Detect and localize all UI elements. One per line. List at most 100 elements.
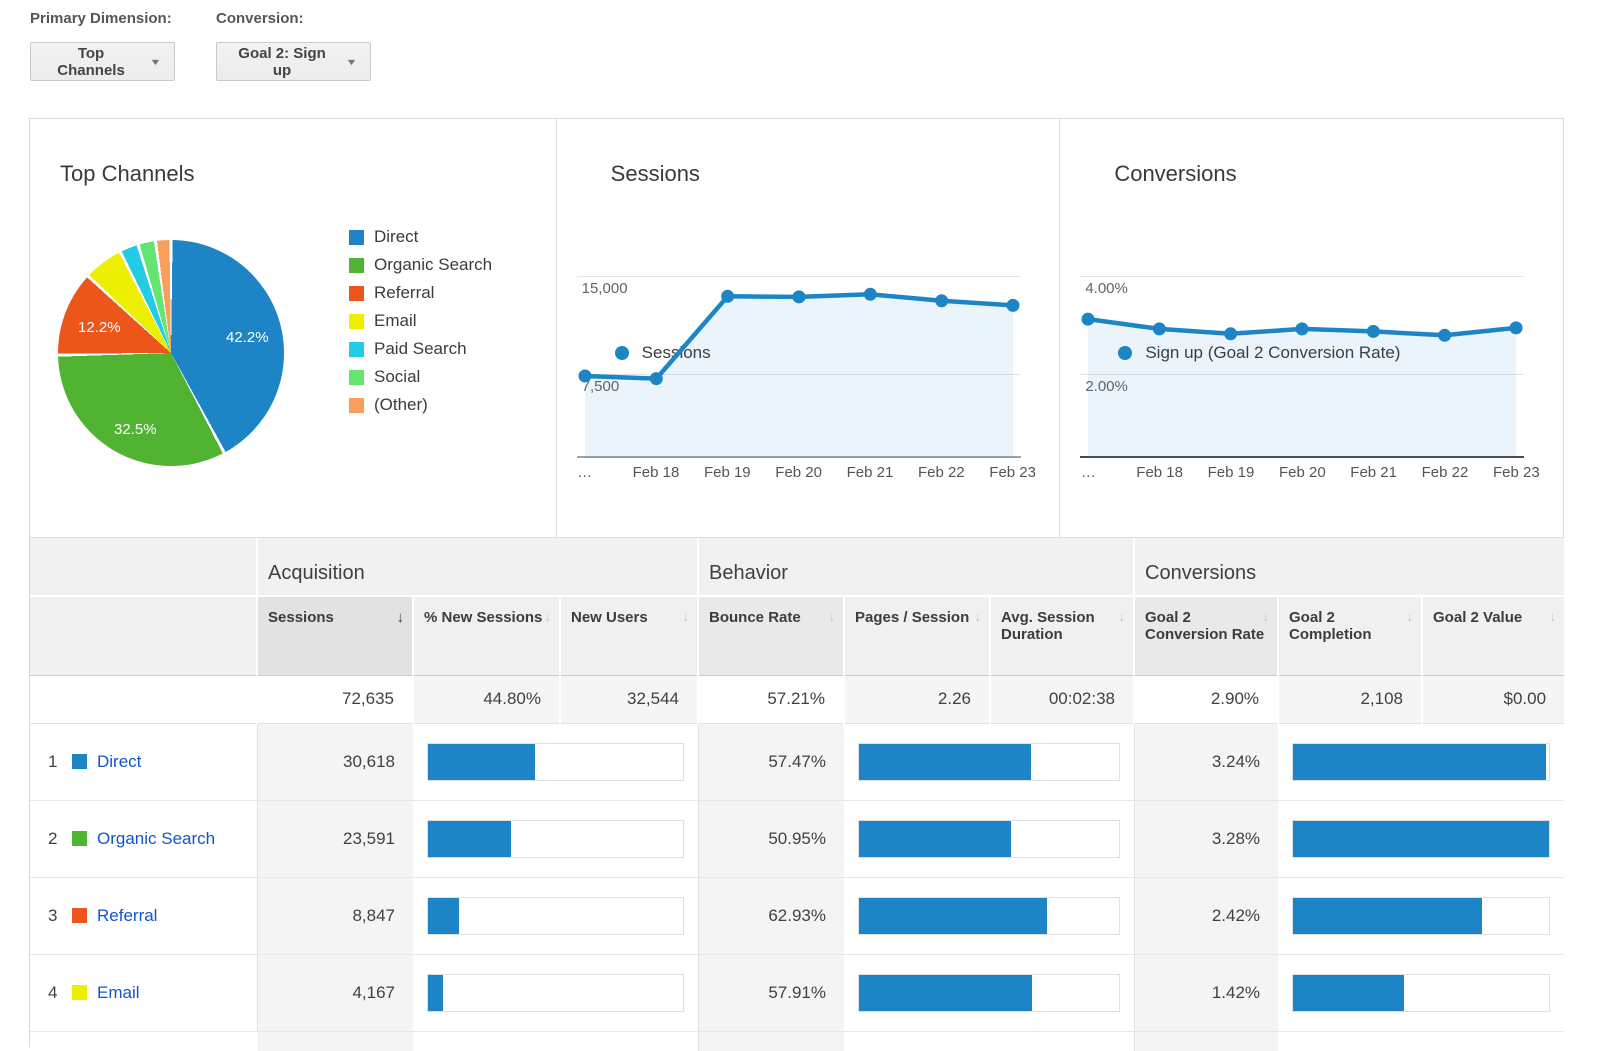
channel-cell: 3 Referral — [30, 876, 257, 954]
x-tick-label: Feb 18 — [1136, 464, 1183, 481]
conversions-chart-title: Conversions — [1114, 161, 1237, 186]
group-header-acquisition: Acquisition — [255, 538, 699, 596]
sort-arrow-icon: ↓ — [682, 609, 690, 624]
channel-cell: 1 Direct — [30, 722, 257, 800]
sessions-line-chart: 15,000 7,500 — [576, 268, 1021, 458]
bar-fill — [1293, 743, 1546, 780]
pie-label-organic: 32.5% — [114, 421, 157, 438]
column-header-avg-session-duration[interactable]: Avg. Session Duration ↓ — [989, 595, 1135, 675]
channel-link[interactable]: Organic Search — [97, 828, 216, 848]
bar-track — [427, 973, 684, 1012]
bar-track — [858, 896, 1120, 935]
conversions-line-chart: 4.00% 2.00% — [1080, 268, 1525, 458]
goal-rate-value: 2.42% — [1133, 876, 1279, 954]
table-group-header-row: Acquisition Behavior Conversions — [30, 538, 1565, 596]
legend-swatch-icon — [349, 369, 364, 385]
legend-swatch-icon — [349, 397, 364, 413]
sort-arrow-icon: ↓ — [828, 609, 836, 624]
legend-label: Referral — [374, 283, 435, 302]
column-header-label: Sessions — [268, 609, 334, 626]
sort-arrow-icon: ↓ — [396, 609, 405, 626]
legend-swatch-icon — [349, 285, 364, 301]
pie-label-referral: 12.2% — [78, 319, 121, 336]
bounce-rate-value: 62.93% — [697, 876, 845, 954]
legend-label: Social — [374, 367, 421, 386]
bounce-rate-value: 57.91% — [697, 953, 845, 1031]
bar-fill — [428, 820, 511, 857]
chevron-down-icon: ▼ — [345, 56, 358, 67]
table-row: 3 Referral 8,847 62.93% 2.42% — [30, 876, 1565, 954]
x-tick-label: Feb 20 — [775, 464, 822, 481]
total-value: 2,108 — [1277, 674, 1423, 724]
row-rank: 2 — [48, 828, 58, 848]
bar-track — [1292, 819, 1551, 858]
x-tick-label: … — [1080, 464, 1096, 481]
legend-swatch-icon — [349, 341, 364, 357]
channel-link[interactable]: Referral — [97, 905, 158, 925]
column-header-goal-2-completion[interactable]: Goal 2 Completion ↓ — [1277, 595, 1423, 675]
primary-dimension-value: Top Channels — [57, 44, 125, 79]
total-value: 32,544 — [558, 674, 699, 724]
x-tick-label: Feb 23 — [989, 464, 1036, 481]
gridline — [1080, 374, 1525, 375]
bar-track — [1292, 973, 1551, 1012]
pie-legend: Direct Organic Search Referral Email Paid Se… — [349, 223, 492, 419]
column-header-new-users[interactable]: New Users ↓ — [558, 595, 699, 675]
column-header-label: Goal 2 Conversion Rate — [1145, 609, 1265, 643]
data-point — [1438, 328, 1452, 342]
legend-label: Email — [374, 311, 417, 330]
goal-rate-value: 3.24% — [1133, 722, 1279, 800]
goal-rate-bar — [1278, 722, 1565, 800]
primary-dimension-dropdown[interactable]: Top Channels ▼ — [30, 42, 175, 81]
legend-dot-icon — [1118, 346, 1133, 360]
sort-arrow-icon: ↓ — [544, 609, 552, 624]
conversion-dropdown[interactable]: Goal 2: Sign up ▼ — [216, 42, 371, 81]
column-header-label: Avg. Session Duration — [1001, 609, 1095, 643]
sort-arrow-icon: ↓ — [1406, 609, 1414, 624]
sort-arrow-icon: ↓ — [1118, 609, 1126, 624]
data-point — [1081, 312, 1095, 326]
x-tick-label: Feb 19 — [703, 464, 751, 481]
total-value: 2.26 — [843, 674, 991, 724]
data-point — [1367, 324, 1381, 338]
goal-rate-bar — [1278, 799, 1565, 877]
totals-spacer — [30, 674, 257, 724]
channel-link[interactable]: Email — [97, 982, 140, 1002]
bar-track — [427, 742, 684, 781]
column-header-bounce-rate[interactable]: Bounce Rate ↓ — [697, 595, 845, 675]
bar-fill — [859, 974, 1033, 1011]
sessions-bar — [413, 722, 699, 800]
data-point — [792, 290, 806, 304]
x-tick-label: Feb 21 — [846, 464, 894, 481]
column-header-pages-session[interactable]: Pages / Session ↓ — [843, 595, 991, 675]
goal-rate-value: 3.28% — [1133, 799, 1279, 877]
column-header-goal-2-value[interactable]: Goal 2 Value ↓ — [1421, 595, 1565, 675]
channel-link[interactable]: Direct — [97, 751, 142, 771]
legend-label: Organic Search — [374, 255, 493, 274]
bar-track — [858, 742, 1120, 781]
legend-swatch-icon — [349, 313, 364, 329]
legend-label: Paid Search — [374, 339, 467, 358]
channels-pie-chart — [58, 240, 284, 466]
bounce-rate-bar — [844, 799, 1135, 877]
bar-track — [1292, 896, 1551, 935]
partial-cell — [1278, 1030, 1565, 1051]
bounce-rate-value: 57.47% — [697, 722, 845, 800]
column-header-goal-2-conversion-rate[interactable]: Goal 2 Conversion Rate ↓ — [1133, 595, 1279, 675]
legend-item: Social — [349, 363, 492, 391]
y-tick-label: 2.00% — [1085, 378, 1128, 395]
gridline — [576, 374, 1021, 375]
conversions-legend: Sign up (Goal 2 Conversion Rate) — [1118, 343, 1400, 363]
bar-fill — [859, 743, 1031, 780]
data-point — [1006, 298, 1020, 312]
column-header--new-sessions[interactable]: % New Sessions ↓ — [412, 595, 560, 675]
data-point — [1509, 321, 1523, 335]
column-header-sessions[interactable]: Sessions ↓ — [256, 595, 413, 675]
data-point — [578, 369, 592, 383]
bounce-rate-value: 50.95% — [697, 799, 845, 877]
partial-cell — [30, 1030, 257, 1051]
sessions-value: 23,591 — [256, 799, 413, 877]
sessions-chart-title: Sessions — [610, 161, 700, 186]
x-tick-label: Feb 18 — [632, 464, 680, 481]
bar-fill — [859, 897, 1048, 934]
